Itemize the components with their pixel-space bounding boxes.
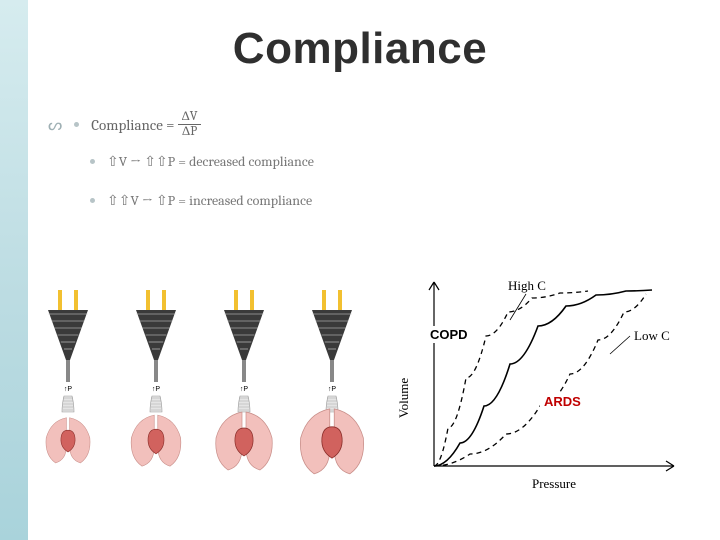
bullet-text: ⇧⇧V → ⇧P = increased compliance [107, 192, 312, 209]
bullet-increased: ⇧⇧V → ⇧P = increased compliance [90, 192, 688, 209]
formula-fraction: ΔV ΔP [178, 110, 200, 139]
chart-svg: Volume Pressure High C Low C [388, 268, 688, 498]
lung-icon: ↑P [28, 288, 108, 488]
svg-text:↑P: ↑P [64, 386, 73, 393]
formula-numerator: ΔV [178, 110, 200, 125]
svg-text:↑P: ↑P [328, 386, 337, 393]
svg-text:Low C: Low C [634, 328, 670, 343]
bullet-marker-dot [74, 122, 79, 127]
page-title: Compliance [0, 24, 720, 74]
formula: Compliance = ΔV ΔP [91, 110, 200, 139]
svg-text:High C: High C [508, 278, 546, 293]
bullet-decreased: ⇧V → ⇧⇧P = decreased compliance [90, 153, 688, 170]
copd-label: COPD [426, 326, 472, 343]
formula-lhs: Compliance = [91, 116, 174, 134]
bullet-marker-dot [90, 198, 95, 203]
lung-unit: ↑P [204, 288, 284, 493]
left-gradient-band [0, 0, 28, 540]
svg-text:↑P: ↑P [152, 386, 161, 393]
ards-label: ARDS [540, 393, 585, 410]
svg-text:↑P: ↑P [240, 386, 249, 393]
lung-unit: ↑P [28, 288, 108, 493]
bullet-list: ᔕ Compliance = ΔV ΔP ⇧V → ⇧⇧P = decrease… [48, 110, 688, 231]
lung-diagram: ↑P ↑P ↑P ↑P [28, 268, 388, 516]
bullet-text: ⇧V → ⇧⇧P = decreased compliance [107, 153, 314, 170]
diagram-panel: ↑P ↑P ↑P ↑P Volume Pressure High C Low C COPD … [28, 268, 710, 516]
svg-text:Pressure: Pressure [532, 476, 576, 491]
bullet-marker-swirl: ᔕ [48, 115, 62, 135]
lung-icon: ↑P [292, 288, 372, 488]
lung-icon: ↑P [116, 288, 196, 488]
lung-unit: ↑P [116, 288, 196, 493]
formula-denominator: ΔP [179, 125, 200, 139]
lung-icon: ↑P [204, 288, 284, 488]
bullet-compliance-formula: ᔕ Compliance = ΔV ΔP [48, 110, 688, 139]
bullet-marker-dot [90, 159, 95, 164]
lung-unit: ↑P [292, 288, 372, 493]
compliance-chart: Volume Pressure High C Low C COPD ARDS [388, 268, 710, 516]
svg-text:Volume: Volume [396, 378, 411, 418]
